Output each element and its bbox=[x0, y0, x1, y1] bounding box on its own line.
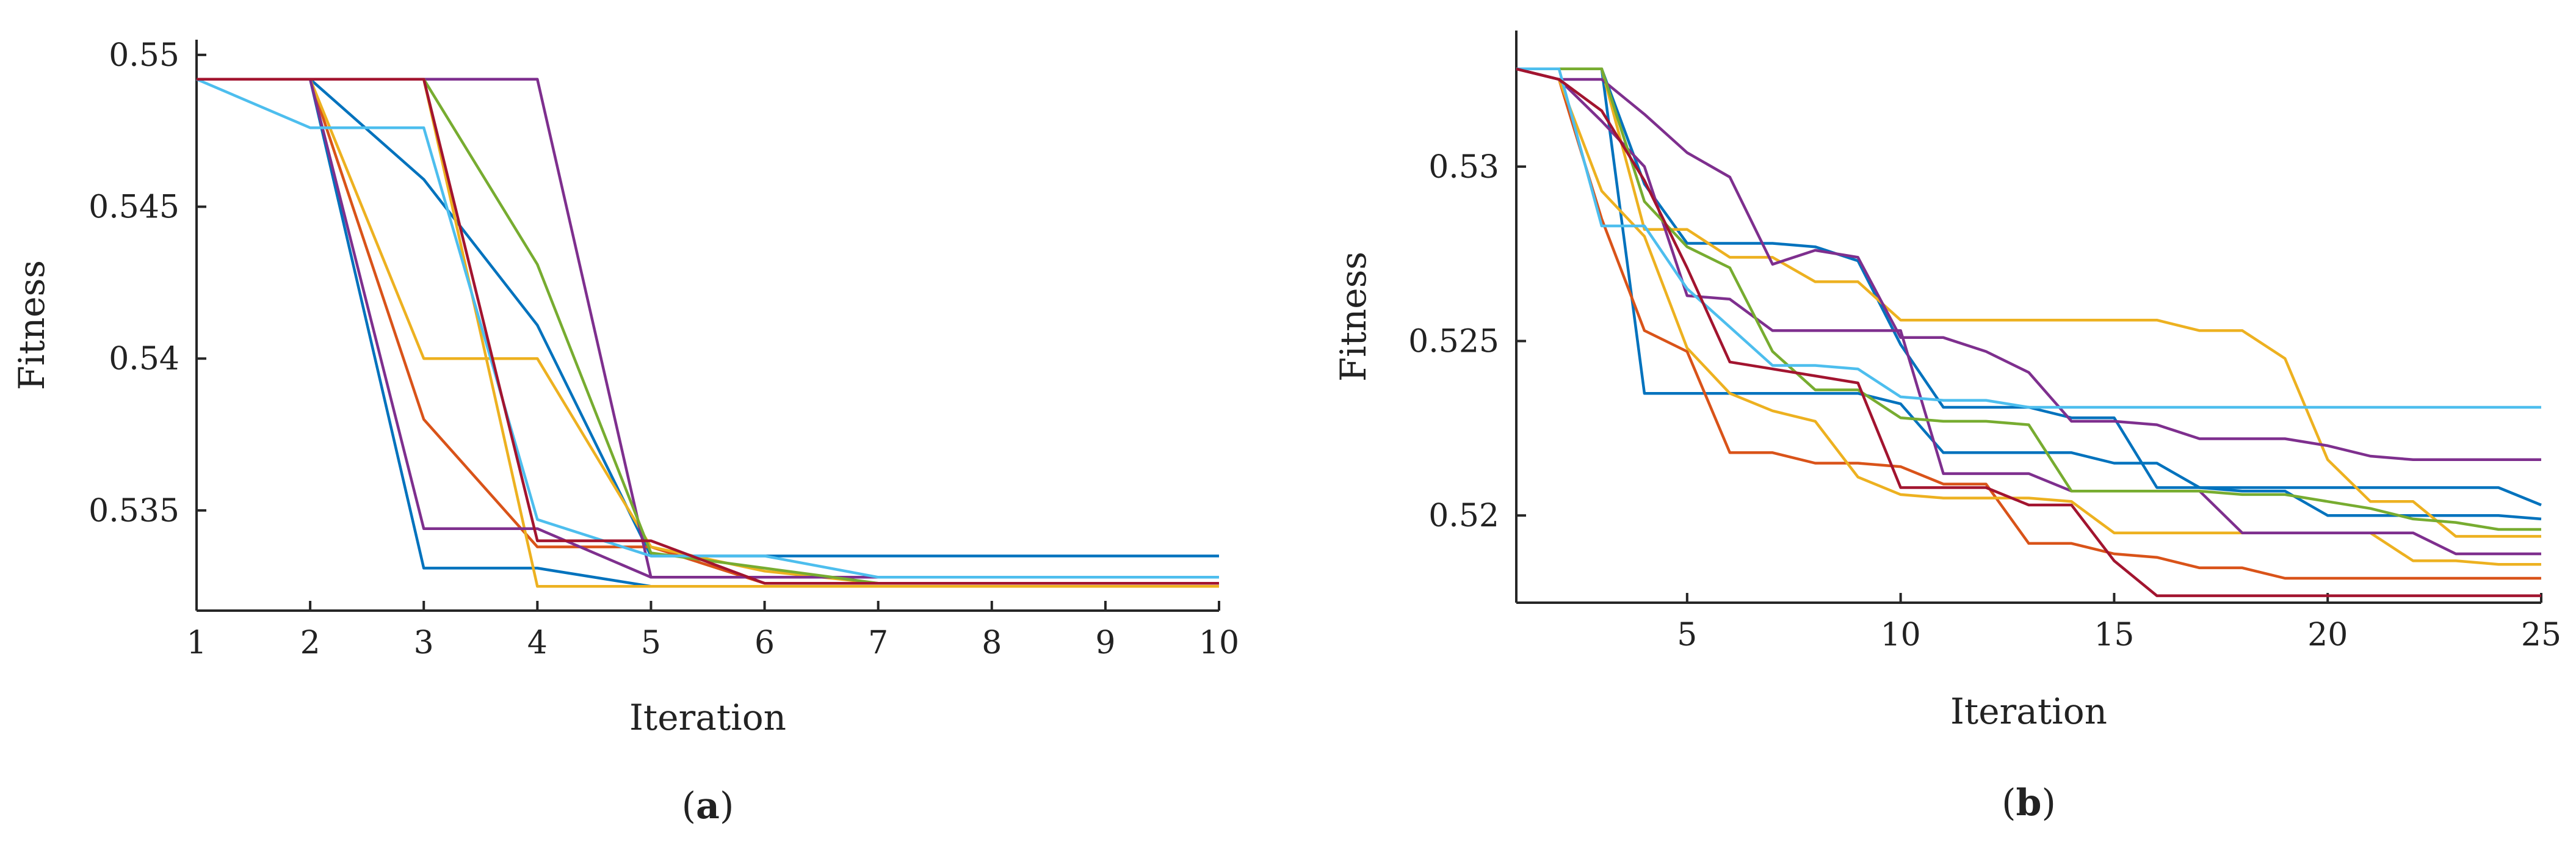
x-tick-label: 10 bbox=[1199, 625, 1239, 661]
x-tick-label: 1 bbox=[186, 625, 206, 661]
x-tick-label: 6 bbox=[754, 625, 775, 661]
y-axis-label: Fitness bbox=[11, 260, 52, 390]
series-line-10 bbox=[1516, 67, 2541, 597]
panel-label: (b) bbox=[2002, 782, 2056, 824]
series-line-10 bbox=[197, 78, 1219, 585]
x-axis-label: Iteration bbox=[629, 697, 786, 738]
series-line-3 bbox=[197, 78, 1219, 585]
series-line-7 bbox=[1516, 67, 2541, 556]
y-axis-label: Fitness bbox=[1333, 252, 1374, 382]
y-tick-label: 0.55 bbox=[109, 37, 179, 74]
x-tick-label: 2 bbox=[300, 625, 320, 661]
x-tick-label: 9 bbox=[1095, 625, 1115, 661]
y-tick-label: 0.54 bbox=[109, 341, 179, 377]
y-tick-label: 0.525 bbox=[1408, 323, 1499, 360]
series-line-2 bbox=[197, 78, 1219, 588]
x-tick-label: 10 bbox=[1881, 617, 1921, 653]
x-axis-label: Iteration bbox=[1950, 691, 2107, 732]
y-tick-label: 0.535 bbox=[89, 493, 179, 529]
x-tick-label: 7 bbox=[868, 625, 888, 661]
series-line-1 bbox=[197, 78, 1219, 558]
x-tick-label: 5 bbox=[641, 625, 661, 661]
series-line-4 bbox=[197, 78, 1219, 585]
series-line-8 bbox=[1516, 67, 2541, 531]
series-line-4 bbox=[1516, 67, 2541, 538]
x-tick-label: 3 bbox=[414, 625, 434, 661]
series-line-3 bbox=[1516, 67, 2541, 580]
series-line-9 bbox=[196, 78, 1219, 579]
x-tick-label: 4 bbox=[527, 625, 548, 661]
y-tick-label: 0.545 bbox=[89, 189, 179, 226]
series-line-5 bbox=[1516, 67, 2541, 566]
panel-label: (a) bbox=[682, 785, 734, 827]
x-tick-label: 8 bbox=[982, 625, 1002, 661]
x-tick-label: 20 bbox=[2307, 617, 2348, 653]
x-tick-label: 25 bbox=[2521, 617, 2561, 653]
series-line-8 bbox=[197, 78, 1219, 585]
y-tick-label: 0.52 bbox=[1428, 498, 1499, 534]
series-line-5 bbox=[197, 78, 1219, 588]
series-line-9 bbox=[1516, 67, 2541, 409]
chart-panel-a: 1 2 3 4 5 6 7 8 9 10 0.535 0.54 0.545 0.55 Iteration Fi… bbox=[11, 37, 1239, 827]
series-line-6 bbox=[197, 78, 1219, 579]
chart-panel-b: 5 10 15 20 25 0.52 0.525 0.53 Iteration Fitness (b… bbox=[1333, 31, 2561, 824]
x-tick-label: 5 bbox=[1677, 617, 1697, 653]
series-line-6 bbox=[1516, 67, 2541, 462]
x-tick-label: 15 bbox=[2094, 617, 2134, 653]
y-tick-label: 0.53 bbox=[1428, 149, 1499, 186]
series-line-1 bbox=[1516, 67, 2542, 507]
series-line-7 bbox=[197, 78, 1219, 579]
